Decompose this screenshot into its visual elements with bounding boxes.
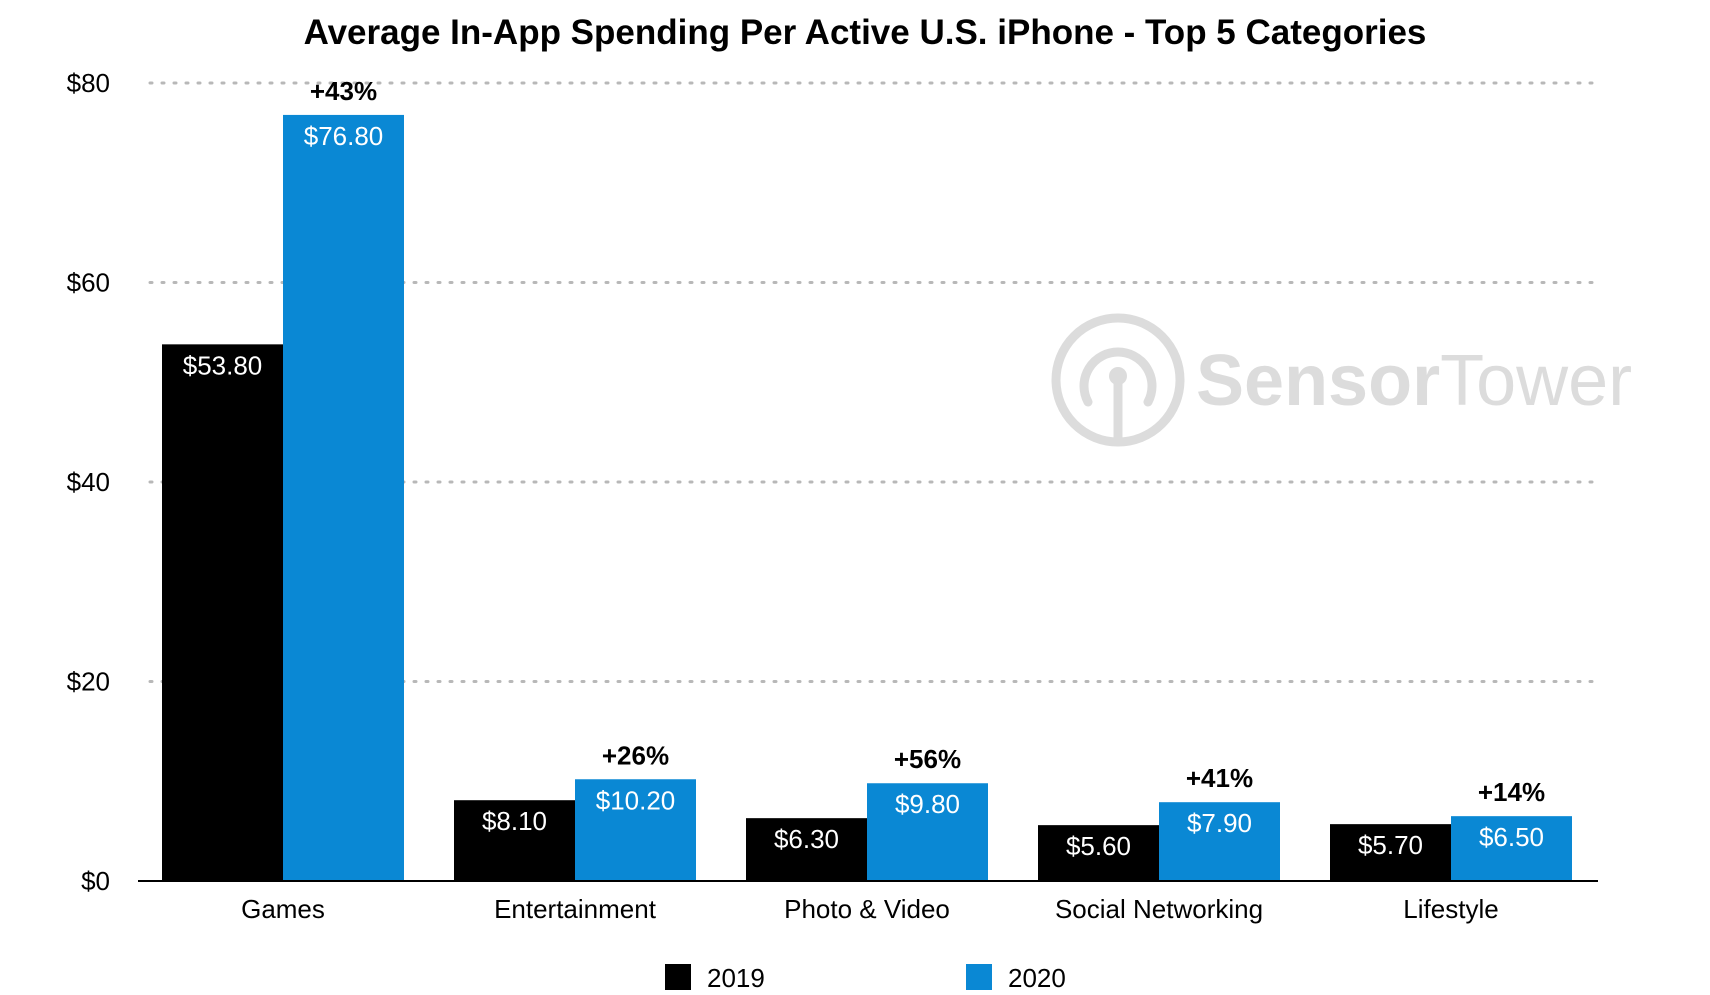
- bars: [162, 114, 1572, 882]
- svg-text:SensorTower: SensorTower: [1196, 341, 1632, 421]
- x-tick-label: Entertainment: [494, 894, 657, 924]
- bar-2019-2: [746, 818, 867, 881]
- bar-2020-0: [283, 114, 404, 882]
- x-tick-label: Photo & Video: [784, 894, 950, 924]
- bar-value-label: $7.90: [1187, 808, 1252, 838]
- x-tick-label: Games: [241, 894, 325, 924]
- legend-label: 2020: [1008, 963, 1066, 993]
- watermark-brand-bold: Sensor: [1196, 341, 1440, 421]
- bar-value-label: $9.80: [895, 789, 960, 819]
- sensortower-logo-icon: [1051, 313, 1185, 447]
- bar-value-label: $6.30: [774, 824, 839, 854]
- y-tick-label: $60: [67, 268, 110, 298]
- bar-2020-2: [867, 783, 988, 881]
- y-tick-label: $40: [67, 467, 110, 497]
- legend-swatch-2020: [966, 964, 992, 990]
- growth-label: +14%: [1478, 777, 1545, 807]
- x-tick-label: Lifestyle: [1403, 894, 1498, 924]
- bar-2019-1: [454, 800, 575, 881]
- watermark-brand-light: Tower: [1440, 341, 1632, 421]
- bar-2020-1: [575, 779, 696, 881]
- growth-label: +43%: [310, 76, 377, 106]
- x-axis: Games Entertainment Photo & Video Social Ne…: [138, 880, 1598, 924]
- growth-label: +56%: [894, 744, 961, 774]
- bar-2020-4: [1451, 816, 1572, 881]
- bar-value-label: $6.50: [1479, 822, 1544, 852]
- bar-value-label: $76.80: [304, 121, 384, 151]
- bar-2019-0: [162, 344, 283, 882]
- legend-label: 2019: [707, 963, 765, 993]
- bar-value-label: $5.70: [1358, 830, 1423, 860]
- bar-labels: $53.80 $76.80 +43% $8.10 $10.20 +26% $6.30 $9.8…: [183, 76, 1545, 861]
- bar-value-label: $53.80: [183, 350, 263, 380]
- y-tick-label: $20: [67, 667, 110, 697]
- bar-2019-3: [1038, 825, 1159, 881]
- legend: 2019 2020: [665, 963, 1066, 993]
- y-tick-label: $0: [81, 866, 110, 896]
- chart-title: Average In-App Spending Per Active U.S. …: [304, 13, 1427, 52]
- watermark: SensorTower: [1051, 313, 1632, 447]
- bar-2020-3: [1159, 802, 1280, 881]
- bar-2019-4: [1330, 824, 1451, 881]
- growth-label: +26%: [602, 740, 669, 770]
- bar-value-label: $5.60: [1066, 831, 1131, 861]
- bar-value-label: $8.10: [482, 806, 547, 836]
- growth-label: +41%: [1186, 763, 1253, 793]
- y-tick-label: $80: [67, 68, 110, 98]
- legend-swatch-2019: [665, 964, 691, 990]
- bar-value-label: $10.20: [596, 785, 676, 815]
- x-tick-label: Social Networking: [1055, 894, 1263, 924]
- y-axis: $0 $20 $40 $60 $80: [67, 68, 110, 896]
